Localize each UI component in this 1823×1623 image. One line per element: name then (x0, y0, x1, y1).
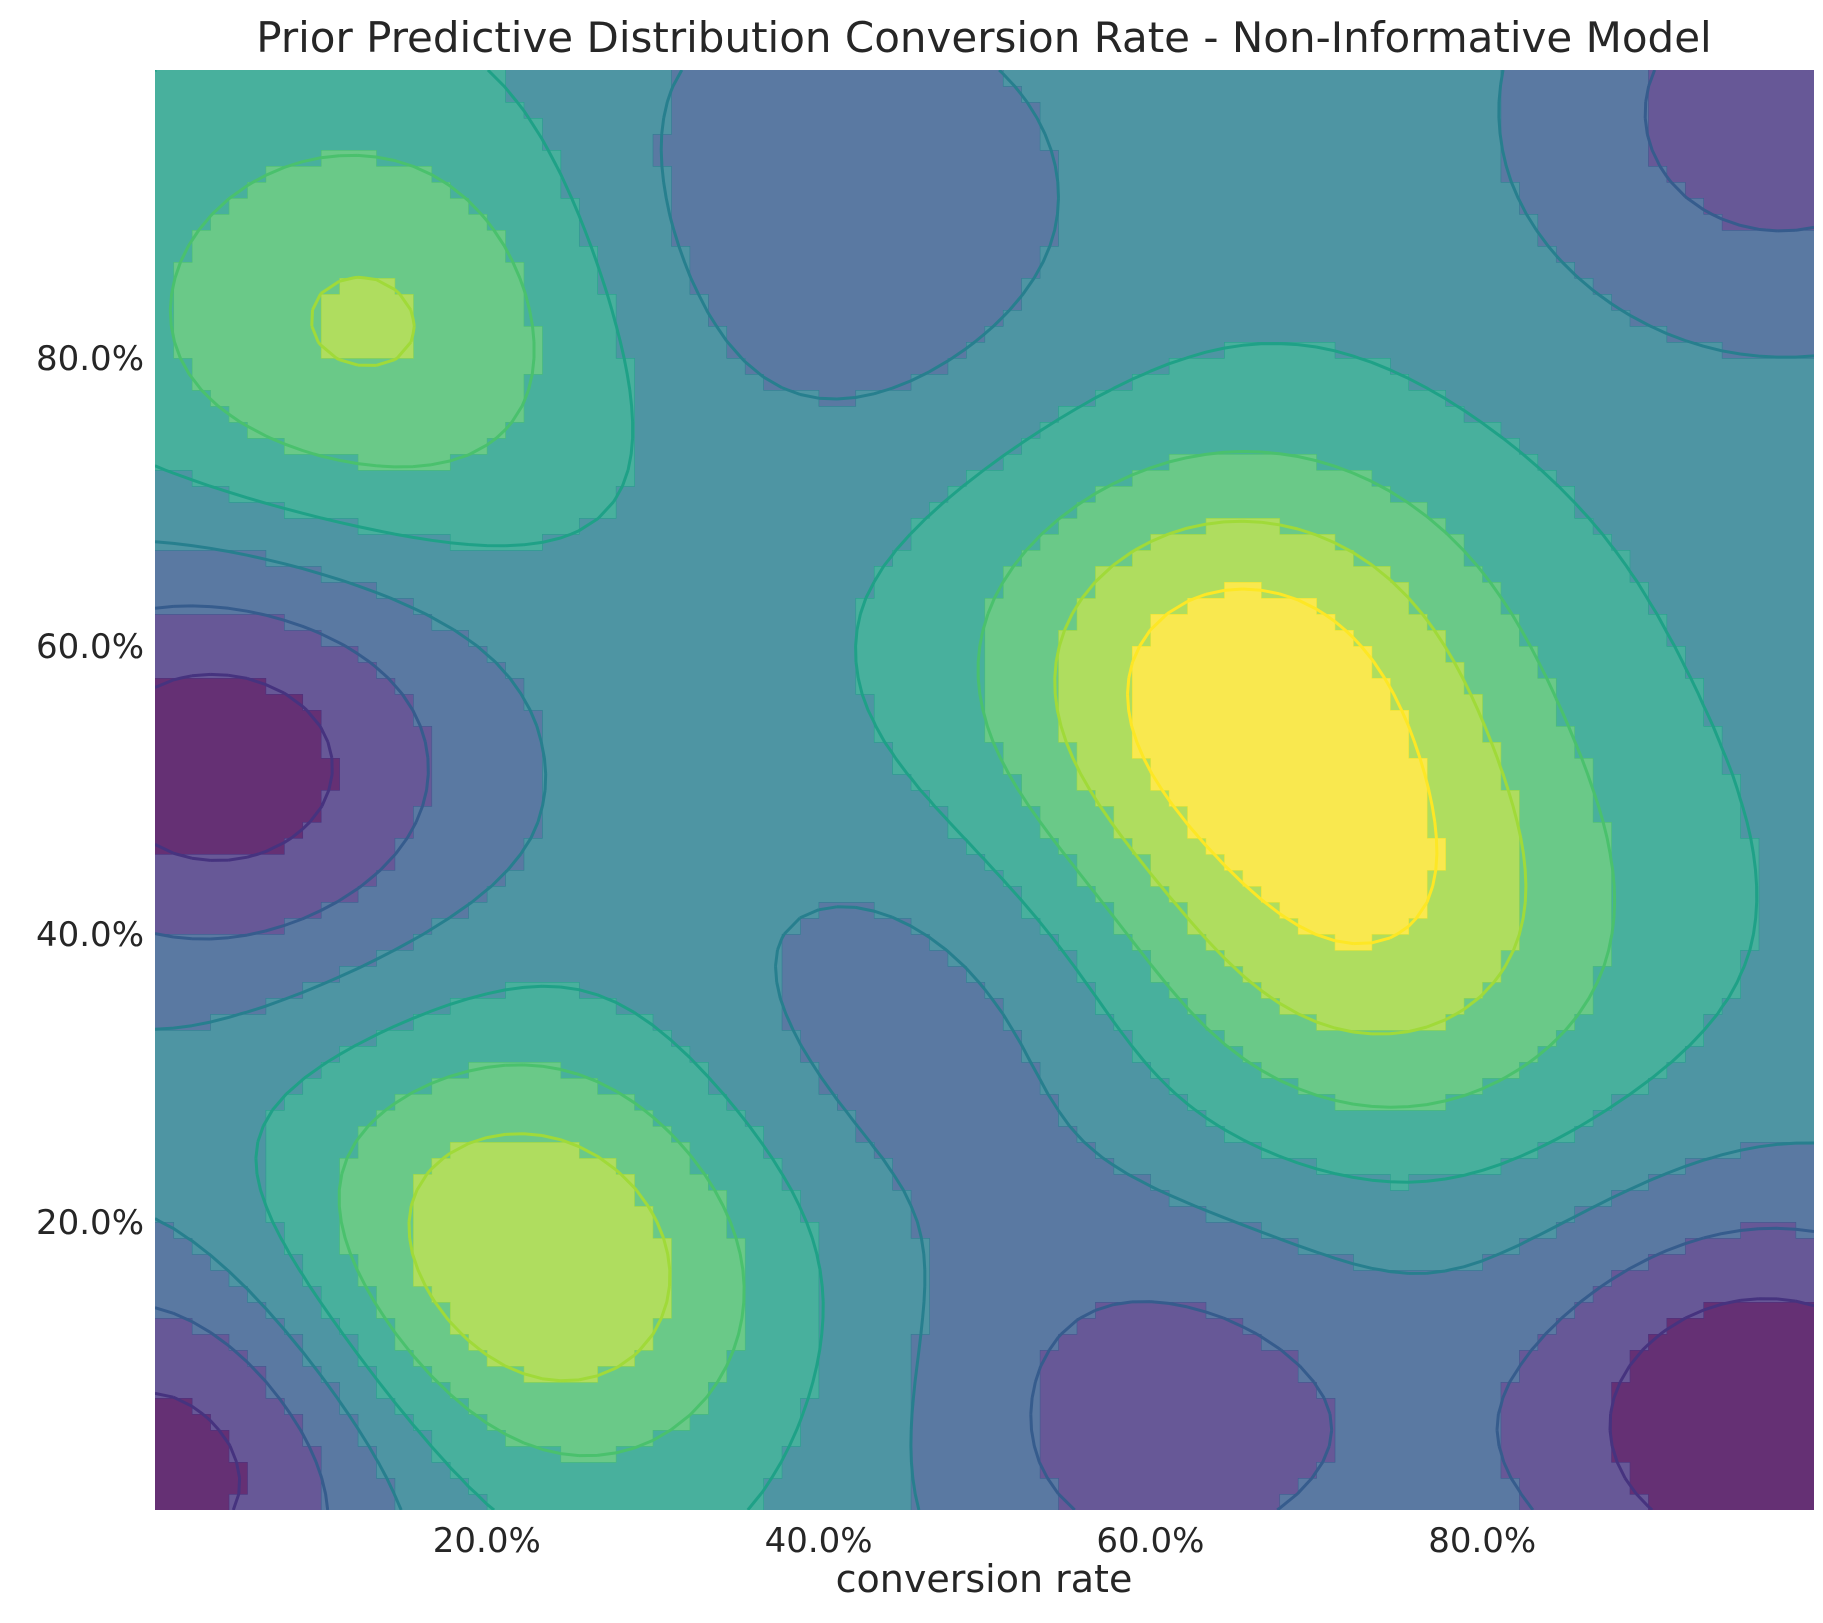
chart-title: Prior Predictive Distribution Conversion… (256, 13, 1711, 62)
contour-line-level-2 (155, 70, 1814, 1510)
contour-band-level-3 (155, 70, 1814, 1510)
x-tick-label: 40.0% (765, 1521, 873, 1561)
contour-band-level-6 (320, 278, 1520, 1383)
x-tick-label: 80.0% (1428, 1521, 1536, 1561)
y-tick-label: 60.0% (36, 627, 144, 667)
contour-line-level-4 (155, 70, 1759, 1510)
x-tick-label: 60.0% (1096, 1521, 1204, 1561)
x-tick-label: 20.0% (433, 1521, 541, 1561)
contour-band-level-4 (155, 70, 1760, 1510)
contour-line-level-1 (155, 672, 1814, 1510)
y-tick-label: 20.0% (36, 1203, 144, 1243)
x-tick-labels: 20.0% 40.0% 60.0% 80.0% (433, 1521, 1536, 1561)
x-axis-label: conversion rate (836, 1557, 1133, 1601)
contour-line-level-7 (1126, 587, 1439, 946)
y-tick-label: 40.0% (36, 915, 144, 955)
contour-line-level-5 (168, 153, 1617, 1458)
contour-band-level-7 (1131, 582, 1446, 951)
contour-line-level-3 (155, 70, 1814, 1510)
contour-layer (155, 70, 1814, 1510)
y-tick-label: 80.0% (36, 339, 144, 379)
y-tick-labels: 20.0% 40.0% 60.0% 80.0% (36, 339, 144, 1243)
contour-line-level-6 (310, 275, 1528, 1383)
contour-band-level-0 (155, 678, 1814, 1510)
